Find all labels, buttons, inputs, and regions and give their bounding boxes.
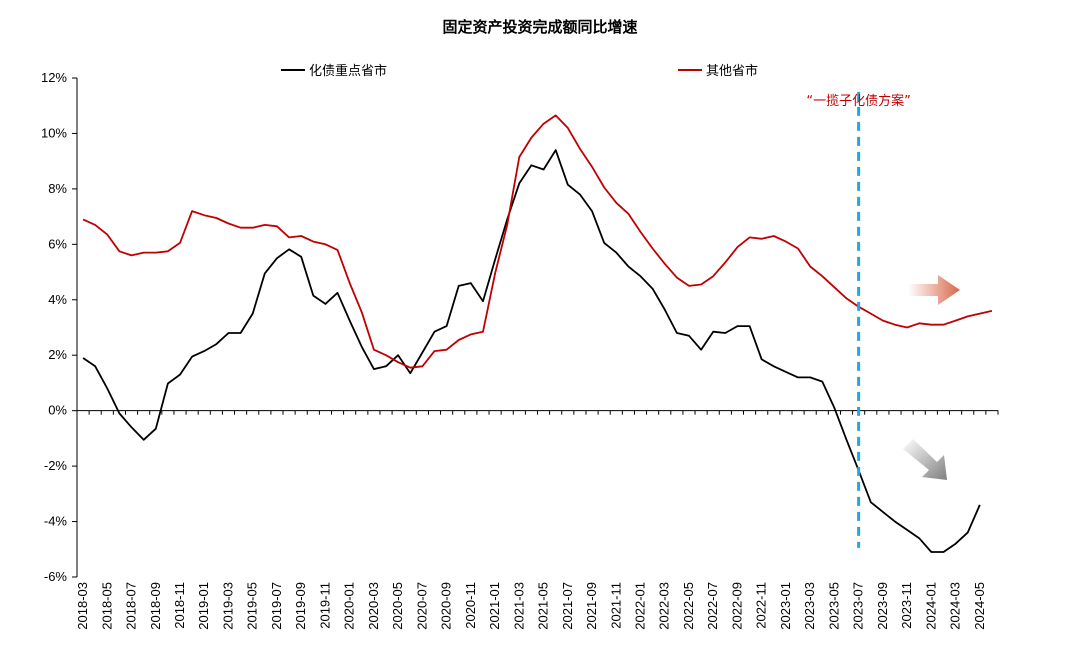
y-tick-label: 8% (48, 181, 67, 196)
legend-label: 化债重点省市 (309, 63, 387, 79)
x-tick-label: 2018-11 (172, 582, 187, 629)
x-tick-label: 2019-07 (269, 582, 284, 630)
trend-up-arrow-icon (908, 275, 960, 305)
x-tick-label: 2023-05 (826, 582, 841, 630)
x-tick-label: 2019-09 (293, 582, 308, 630)
series-line-key-provinces (82, 149, 981, 553)
y-tick-label: -6% (44, 569, 68, 584)
x-tick-label: 2022-05 (681, 582, 696, 630)
y-tick-label: 10% (41, 125, 67, 140)
x-tick-label: 2020-03 (366, 582, 381, 630)
x-tick-label: 2021-03 (511, 582, 526, 630)
policy-annotation-label: “一揽子化债方案” (806, 93, 910, 109)
x-tick-label: 2022-01 (633, 582, 648, 630)
x-tick-label: 2021-01 (487, 582, 502, 630)
x-tick-label: 2018-03 (75, 582, 90, 630)
x-tick-label: 2019-11 (317, 582, 332, 629)
x-tick-label: 2021-09 (584, 582, 599, 630)
x-tick-label: 2020-11 (463, 582, 478, 629)
x-tick-label: 2024-05 (972, 582, 987, 630)
y-tick-label: 4% (48, 292, 67, 307)
x-tick-label: 2023-09 (875, 582, 890, 630)
x-tick-label: 2023-03 (802, 582, 817, 630)
trend-down-arrow-icon (903, 439, 947, 480)
y-tick-label: 2% (48, 347, 67, 362)
x-tick-label: 2019-03 (220, 582, 235, 630)
x-tick-label: 2022-07 (705, 582, 720, 630)
x-tick-label: 2018-05 (99, 582, 114, 630)
x-tick-label: 2024-03 (948, 582, 963, 630)
x-tick-label: 2020-01 (342, 582, 357, 630)
x-tick-label: 2023-11 (899, 582, 914, 629)
chart-title: 固定资产投资完成额同比增速 (442, 18, 638, 36)
x-tick-label: 2018-07 (124, 582, 139, 630)
x-tick-label: 2023-07 (851, 582, 866, 630)
y-tick-label: 0% (48, 403, 67, 418)
x-tick-label: 2019-01 (196, 582, 211, 630)
x-tick-label: 2024-01 (923, 582, 938, 630)
x-tick-label: 2021-07 (560, 582, 575, 630)
x-tick-label: 2018-09 (148, 582, 163, 630)
x-tick-label: 2020-09 (439, 582, 454, 630)
x-tick-label: 2021-05 (536, 582, 551, 630)
y-tick-label: 6% (48, 236, 67, 251)
x-tick-label: 2023-01 (778, 582, 793, 630)
x-tick-label: 2020-07 (414, 582, 429, 630)
y-tick-label: 12% (41, 70, 67, 85)
x-tick-label: 2019-05 (245, 582, 260, 630)
legend-label: 其他省市 (706, 63, 758, 79)
x-tick-label: 2021-11 (608, 582, 623, 629)
y-tick-label: -2% (44, 458, 68, 473)
x-tick-label: 2022-03 (657, 582, 672, 630)
x-tick-label: 2022-09 (729, 582, 744, 630)
x-tick-label: 2020-05 (390, 582, 405, 630)
x-tick-label: 2022-11 (754, 582, 769, 629)
y-tick-label: -4% (44, 514, 68, 529)
series-line-other-provinces (82, 114, 993, 369)
